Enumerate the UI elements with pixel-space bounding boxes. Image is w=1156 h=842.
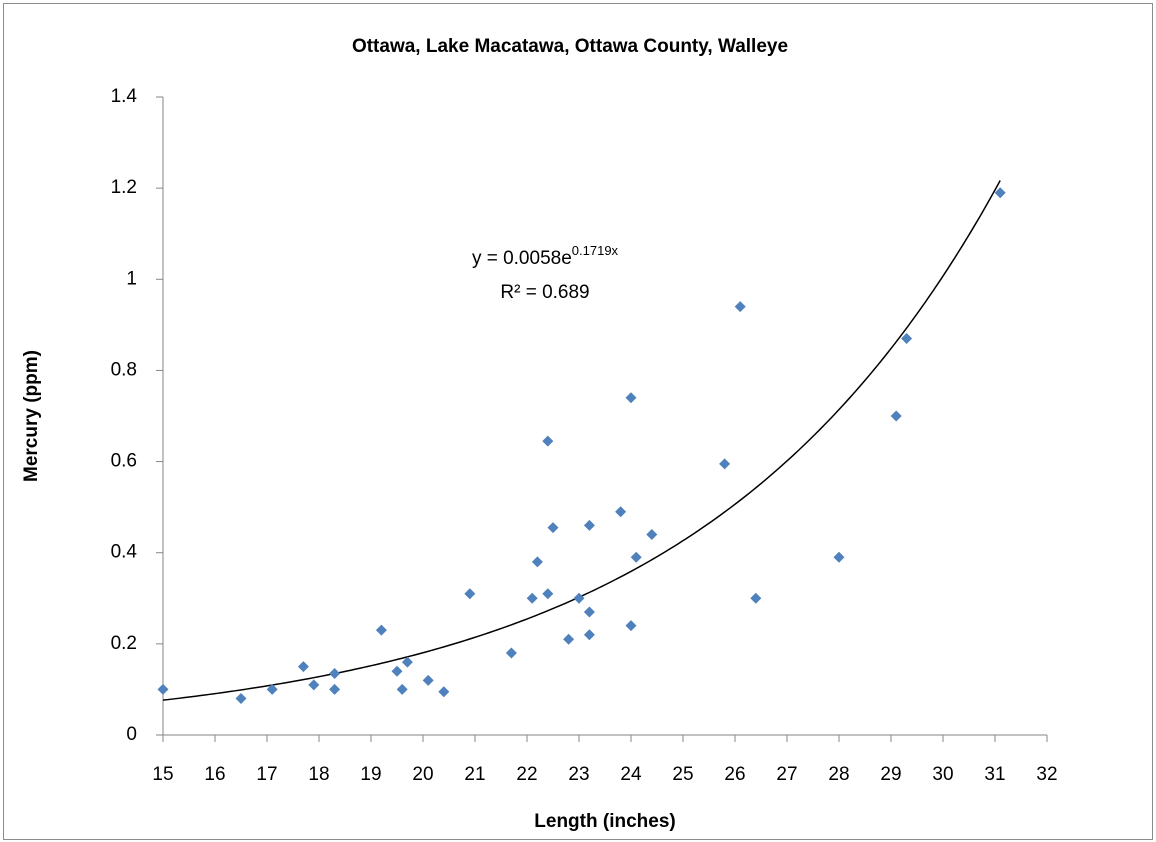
x-tick-label: 27 bbox=[776, 764, 797, 785]
y-tick-label: 0.6 bbox=[111, 451, 137, 472]
data-point bbox=[542, 588, 554, 600]
data-point bbox=[526, 592, 538, 604]
y-tick-label: 0.4 bbox=[111, 542, 138, 563]
x-tick-label: 20 bbox=[412, 764, 433, 785]
data-point bbox=[994, 187, 1006, 199]
data-point bbox=[308, 679, 320, 691]
x-tick-label: 28 bbox=[828, 764, 849, 785]
chart-title: Ottawa, Lake Macatawa, Ottawa County, Wa… bbox=[352, 36, 788, 57]
x-tick-label: 25 bbox=[672, 764, 693, 785]
x-tick-label: 23 bbox=[568, 764, 589, 785]
y-tick-label: 0.2 bbox=[111, 633, 137, 654]
data-point bbox=[547, 522, 559, 534]
x-tick-label: 15 bbox=[152, 764, 173, 785]
x-tick-label: 29 bbox=[880, 764, 901, 785]
data-point bbox=[157, 683, 169, 695]
x-tick-label: 21 bbox=[464, 764, 485, 785]
data-point bbox=[573, 592, 585, 604]
x-tick-label: 30 bbox=[932, 764, 953, 785]
data-point bbox=[583, 519, 595, 531]
data-point bbox=[583, 606, 595, 618]
data-point bbox=[563, 633, 575, 645]
x-tick-label: 24 bbox=[620, 764, 642, 785]
x-axis-label: Length (inches) bbox=[534, 811, 675, 832]
data-point bbox=[615, 506, 627, 518]
data-point bbox=[266, 683, 278, 695]
x-tick-label: 26 bbox=[724, 764, 745, 785]
data-point bbox=[734, 301, 746, 313]
y-tick-label: 0.8 bbox=[111, 359, 137, 380]
x-tick-label: 16 bbox=[204, 764, 225, 785]
data-point bbox=[401, 656, 413, 668]
x-tick-label: 19 bbox=[360, 764, 381, 785]
data-point bbox=[625, 392, 637, 404]
data-point bbox=[329, 683, 341, 695]
data-point bbox=[438, 686, 450, 698]
data-point bbox=[235, 693, 247, 705]
data-point bbox=[901, 333, 913, 345]
data-point bbox=[464, 588, 476, 600]
trendline-r2: R² = 0.689 bbox=[500, 282, 589, 303]
x-tick-label: 22 bbox=[516, 764, 537, 785]
data-point bbox=[625, 620, 637, 632]
data-point bbox=[422, 674, 434, 686]
x-tick-label: 18 bbox=[308, 764, 329, 785]
data-point bbox=[630, 551, 642, 563]
data-point bbox=[297, 661, 309, 673]
x-tick-label: 32 bbox=[1036, 764, 1057, 785]
equation-base: y = 0.0058e bbox=[472, 248, 572, 269]
data-point bbox=[583, 629, 595, 641]
chart-frame bbox=[3, 3, 1153, 840]
data-point bbox=[833, 551, 845, 563]
x-tick-label: 31 bbox=[984, 764, 1005, 785]
data-point bbox=[719, 458, 731, 470]
data-point bbox=[542, 435, 554, 447]
y-tick-label: 0 bbox=[126, 724, 137, 745]
data-point bbox=[531, 556, 543, 568]
data-point bbox=[750, 592, 762, 604]
data-point bbox=[646, 528, 658, 540]
data-point bbox=[890, 410, 902, 422]
x-tick-label: 17 bbox=[256, 764, 277, 785]
trendline-equation: y = 0.0058e0.1719x bbox=[472, 243, 619, 269]
equation-exponent: 0.1719x bbox=[572, 243, 619, 258]
y-tick-label: 1 bbox=[126, 268, 137, 289]
data-point bbox=[375, 624, 387, 636]
y-axis-label: Mercury (ppm) bbox=[21, 350, 42, 482]
y-tick-label: 1.2 bbox=[111, 177, 137, 198]
data-point bbox=[391, 665, 403, 677]
data-point bbox=[396, 683, 408, 695]
y-tick-label: 1.4 bbox=[111, 86, 138, 107]
data-point bbox=[505, 647, 517, 659]
data-point bbox=[329, 667, 341, 679]
